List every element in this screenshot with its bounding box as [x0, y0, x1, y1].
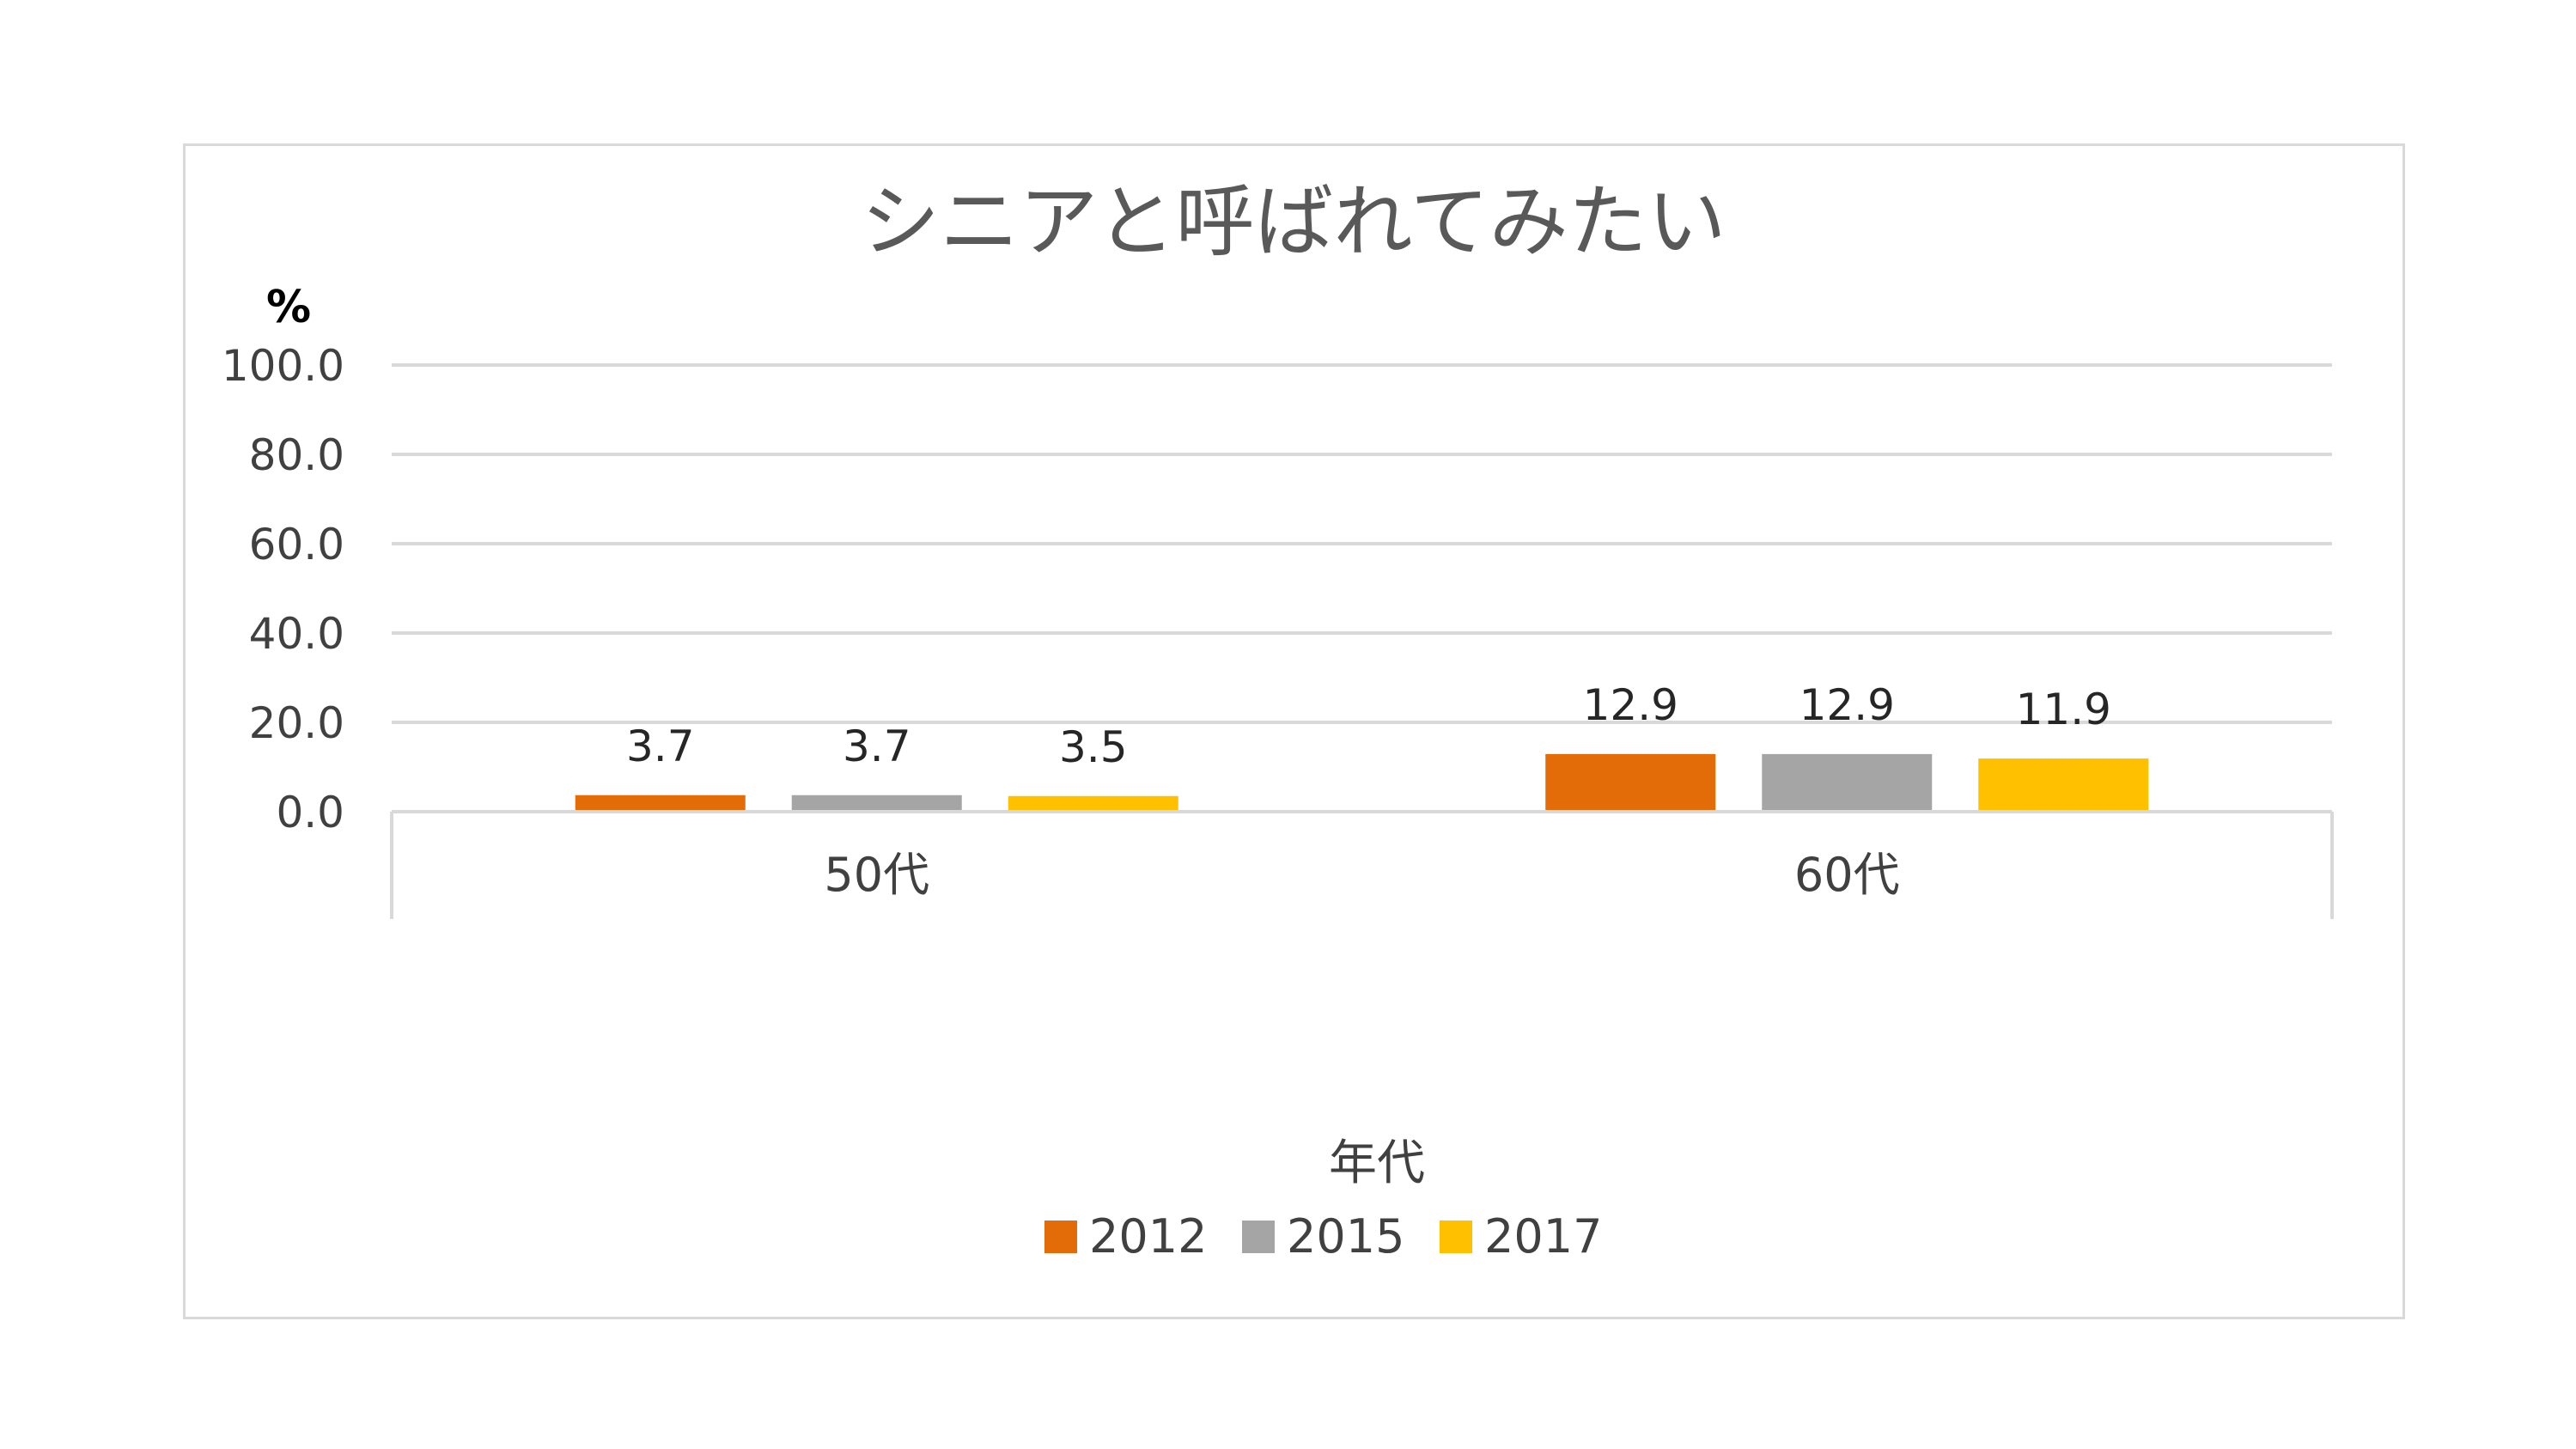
bar-2015-0	[791, 795, 962, 812]
legend-swatch-2015	[1242, 1221, 1275, 1253]
x-category-label: 50代	[824, 848, 929, 902]
y-axis-unit-label: %	[266, 282, 311, 333]
data-label: 3.7	[843, 721, 911, 771]
bar-2017-1	[1978, 758, 2149, 812]
data-label: 11.9	[2016, 685, 2111, 734]
legend-swatch-2017	[1440, 1221, 1472, 1253]
x-axis: 50代 60代	[390, 810, 2334, 919]
y-tick-label: 0.0	[276, 788, 344, 837]
legend-swatch-2012	[1044, 1221, 1077, 1253]
x-axis-title: 年代	[1329, 1135, 1425, 1191]
bar-2017-0	[1008, 795, 1178, 812]
legend-label: 2012	[1089, 1209, 1207, 1263]
bars	[575, 753, 2149, 812]
data-label: 3.7	[626, 721, 695, 771]
data-label: 12.9	[1583, 680, 1678, 730]
bar-2012-1	[1545, 753, 1716, 812]
data-label: 12.9	[1800, 680, 1895, 730]
bar-2015-1	[1762, 753, 1933, 812]
chart-svg: シニアと呼ばれてみたい % 0.0 20.0 40.0 60.0 80.0 100.0 3…	[222, 176, 2334, 1263]
data-label: 3.5	[1059, 722, 1128, 772]
legend: 2012 2015 2017	[1044, 1209, 1602, 1263]
x-category-label: 60代	[1794, 848, 1900, 902]
chart-frame: シニアと呼ばれてみたい % 0.0 20.0 40.0 60.0 80.0 100.0 3…	[183, 143, 2405, 1319]
y-axis-ticks: 0.0 20.0 40.0 60.0 80.0 100.0	[222, 341, 344, 837]
y-tick-label: 80.0	[249, 430, 344, 480]
gridlines	[392, 363, 2332, 724]
legend-label: 2017	[1484, 1209, 1602, 1263]
bar-2012-0	[575, 795, 746, 812]
data-labels: 3.7 3.7 3.5 12.9 12.9 11.9	[626, 680, 2111, 772]
y-tick-label: 60.0	[249, 520, 344, 569]
y-tick-label: 40.0	[249, 609, 344, 659]
y-tick-label: 100.0	[222, 341, 344, 391]
chart-title: シニアと呼ばれてみたい	[861, 176, 1726, 268]
y-tick-label: 20.0	[249, 698, 344, 748]
legend-label: 2015	[1287, 1209, 1404, 1263]
